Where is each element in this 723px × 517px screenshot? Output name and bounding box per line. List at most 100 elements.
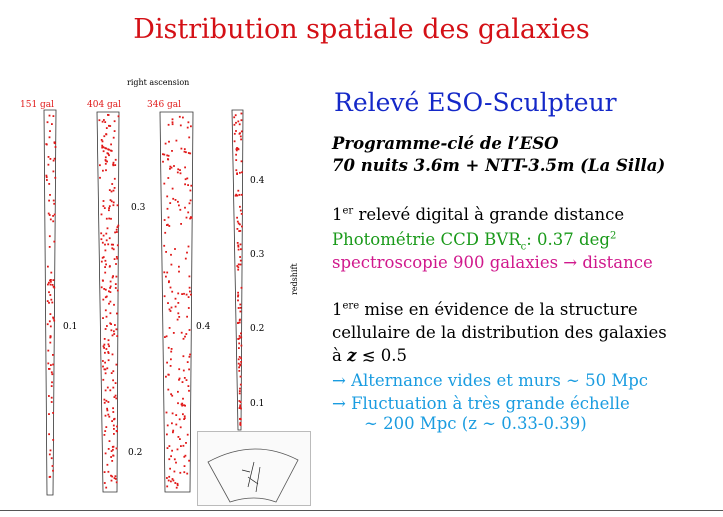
galaxy-point — [102, 169, 104, 172]
z-limit-value: ≲ 0.5 — [356, 346, 408, 365]
galaxy-point — [111, 334, 114, 337]
galaxy-point — [100, 238, 103, 241]
galaxy-point — [239, 135, 242, 138]
galaxy-point — [174, 305, 177, 308]
galaxy-point — [116, 226, 119, 229]
galaxy-point — [49, 158, 52, 160]
galaxy-point — [180, 147, 183, 150]
galaxy-point — [53, 202, 56, 205]
galaxy-point — [108, 345, 110, 348]
galaxy-point — [49, 279, 51, 282]
galaxy-point — [173, 165, 175, 167]
galaxy-point — [189, 152, 192, 155]
galaxy-point — [171, 478, 174, 480]
galaxy-point — [239, 383, 242, 386]
galaxy-point — [102, 150, 105, 153]
galaxy-point — [238, 319, 241, 322]
galaxy-point — [52, 439, 55, 441]
galaxy-point — [54, 176, 57, 179]
galaxy-point — [117, 224, 120, 227]
galaxy-point — [109, 199, 112, 201]
galaxy-point — [54, 142, 56, 145]
galaxy-point — [116, 204, 119, 207]
galaxy-point — [184, 335, 186, 338]
galaxy-point — [163, 219, 166, 221]
galaxy-point — [49, 283, 52, 286]
galaxy-point — [173, 458, 176, 461]
galaxy-point — [52, 363, 54, 366]
galaxy-point — [104, 328, 107, 330]
galaxy-point — [104, 271, 107, 274]
galaxy-point — [170, 166, 173, 169]
galaxy-point — [115, 430, 118, 432]
bottom-divider — [0, 510, 723, 511]
galaxy-point — [50, 298, 53, 301]
gal-count-3: 346 gal — [147, 100, 182, 110]
galaxy-point — [111, 353, 114, 356]
z-label-g: 0.2 — [250, 324, 265, 334]
galaxy-point — [110, 200, 113, 203]
galaxy-point — [102, 279, 104, 282]
galaxy-point — [240, 336, 243, 339]
galaxy-point — [237, 189, 240, 192]
wedge-3 — [159, 111, 194, 493]
galaxy-point — [189, 353, 191, 356]
z-label-a: 0.1 — [63, 322, 78, 332]
galaxy-point — [103, 368, 106, 371]
galaxy-point — [178, 265, 180, 268]
galaxy-point — [183, 415, 186, 418]
galaxy-point — [177, 436, 180, 438]
galaxy-point — [105, 263, 107, 266]
galaxy-point — [48, 214, 51, 216]
galaxy-point — [103, 401, 106, 404]
photometry-line: Photométrie CCD BVRc: 0.37 deg2 — [332, 230, 616, 252]
galaxy-point — [105, 239, 108, 242]
galaxy-point — [103, 343, 106, 346]
galaxy-point — [239, 306, 242, 309]
galaxy-point — [172, 332, 175, 334]
galaxy-point — [108, 207, 110, 209]
galaxy-point — [105, 147, 108, 150]
galaxy-point — [166, 361, 168, 364]
galaxy-point — [113, 477, 116, 479]
galaxy-point — [48, 368, 51, 370]
galaxy-point — [48, 183, 51, 185]
galaxy-point — [184, 178, 187, 181]
galaxy-point — [238, 194, 241, 196]
galaxy-point — [102, 317, 104, 319]
galaxy-point — [113, 303, 115, 306]
wedge-4 — [231, 109, 244, 431]
galaxy-point — [170, 306, 173, 309]
galaxy-point — [164, 142, 167, 145]
galaxy-point — [114, 231, 116, 234]
numeral-one: 1 — [332, 205, 343, 224]
photometry-main: Photométrie CCD BVR — [332, 230, 521, 249]
galaxy-point — [51, 123, 53, 125]
galaxy-point — [47, 156, 50, 158]
galaxy-point — [108, 415, 111, 418]
galaxy-point — [114, 394, 117, 397]
galaxy-point — [167, 302, 169, 304]
z-label-b: 0.3 — [131, 203, 146, 213]
galaxy-point — [104, 243, 106, 246]
galaxy-point — [53, 286, 56, 289]
galaxy-point — [110, 143, 112, 146]
galaxy-point — [183, 404, 185, 407]
galaxy-point — [168, 458, 171, 461]
galaxy-point — [49, 335, 52, 338]
galaxy-point — [48, 320, 51, 323]
galaxy-point — [175, 423, 178, 426]
galaxy-point — [190, 293, 192, 296]
galaxy-point — [49, 475, 52, 478]
galaxy-point — [239, 243, 242, 246]
galaxy-point — [112, 411, 115, 413]
galaxy-point — [239, 303, 242, 306]
galaxy-point — [236, 228, 239, 230]
scale-line: ∼ 200 Mpc (z ∼ 0.33-0.39) — [364, 414, 587, 433]
superscript-ere: ere — [342, 300, 360, 312]
galaxy-point — [113, 417, 116, 420]
galaxy-point — [100, 286, 103, 289]
galaxy-point — [113, 130, 116, 132]
galaxy-point — [163, 271, 166, 274]
galaxy-point — [106, 367, 109, 370]
